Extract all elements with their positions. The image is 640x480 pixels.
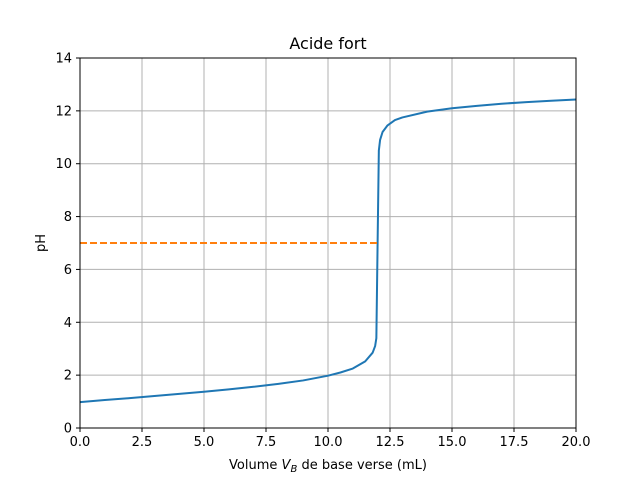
x-tick-label: 12.5 bbox=[376, 435, 405, 450]
x-tick-label: 7.5 bbox=[256, 435, 277, 450]
y-tick-label: 6 bbox=[64, 263, 72, 278]
x-tick-label: 20.0 bbox=[562, 435, 591, 450]
series-layer bbox=[79, 98, 577, 404]
titration-curve-line bbox=[79, 98, 577, 404]
x-axis-label-prefix: Volume bbox=[229, 458, 281, 473]
x-axis-label: Volume VB de base verse (mL) bbox=[229, 458, 427, 475]
x-tick-label: 15.0 bbox=[438, 435, 467, 450]
x-axis-ticks: 0.0 2.5 5.0 7.5 10.0 12.5 15.0 17.5 20.0 bbox=[70, 428, 591, 450]
x-tick-label: 0.0 bbox=[70, 435, 91, 450]
y-tick-label: 2 bbox=[64, 369, 72, 384]
y-tick-label: 10 bbox=[55, 157, 72, 172]
x-tick-label: 5.0 bbox=[194, 435, 215, 450]
x-tick-label: 17.5 bbox=[500, 435, 529, 450]
chart-title: Acide fort bbox=[289, 34, 366, 53]
y-axis-ticks: 0 2 4 6 8 10 12 14 bbox=[55, 52, 80, 437]
x-axis-label-var: V bbox=[282, 458, 292, 473]
x-axis-label-sub: B bbox=[290, 464, 297, 475]
x-tick-label: 10.0 bbox=[314, 435, 343, 450]
y-axis-label: pH bbox=[34, 234, 49, 252]
y-tick-label: 14 bbox=[55, 52, 72, 67]
x-axis-label-suffix: de base verse (mL) bbox=[297, 458, 427, 473]
x-tick-label: 2.5 bbox=[132, 435, 153, 450]
y-tick-label: 8 bbox=[64, 210, 72, 225]
y-tick-label: 4 bbox=[64, 316, 72, 331]
y-tick-label: 0 bbox=[64, 422, 72, 437]
y-tick-label: 12 bbox=[55, 104, 72, 119]
